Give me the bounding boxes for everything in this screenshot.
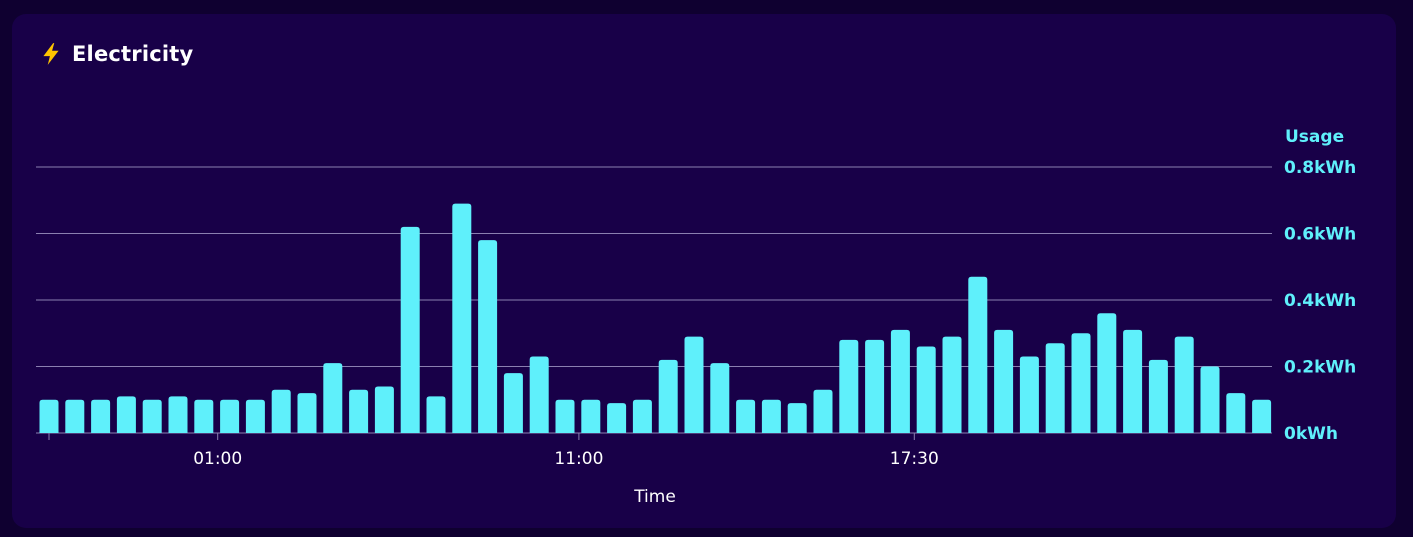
usage-bar[interactable] [323, 363, 343, 433]
usage-bar[interactable] [658, 359, 678, 433]
electricity-card: Electricity [12, 14, 1396, 528]
y-tick-label: 0.8kWh [1284, 158, 1356, 178]
y-tick-label: 0.4kWh [1284, 291, 1356, 311]
usage-bar[interactable] [452, 203, 472, 433]
usage-bar[interactable] [1252, 399, 1272, 433]
usage-bar[interactable] [1200, 366, 1220, 434]
usage-bar[interactable] [349, 389, 369, 433]
grid-lines [36, 166, 1272, 434]
usage-bar[interactable] [168, 396, 188, 433]
usage-bar[interactable] [555, 399, 575, 433]
x-tick-label: 17:30 [890, 449, 939, 469]
usage-bar[interactable] [478, 240, 498, 433]
usage-bar[interactable] [994, 329, 1014, 433]
usage-bar[interactable] [297, 393, 317, 433]
usage-bar[interactable] [942, 336, 962, 433]
usage-bar[interactable] [39, 399, 59, 433]
usage-bar[interactable] [1174, 336, 1194, 433]
usage-bar[interactable] [426, 396, 446, 433]
usage-bar[interactable] [1071, 333, 1091, 433]
usage-bar[interactable] [503, 373, 523, 433]
x-tick-label: 11:00 [554, 449, 603, 469]
usage-bar[interactable] [1097, 313, 1117, 433]
usage-bar[interactable] [736, 399, 756, 433]
usage-bar[interactable] [374, 386, 394, 433]
usage-bar[interactable] [1123, 329, 1143, 433]
usage-bar[interactable] [607, 403, 627, 433]
usage-bar[interactable] [761, 399, 781, 433]
usage-bar[interactable] [916, 346, 936, 433]
usage-bar[interactable] [220, 399, 240, 433]
usage-bar[interactable] [632, 399, 652, 433]
x-tick-label: 01:00 [193, 449, 242, 469]
usage-bar[interactable] [65, 399, 85, 433]
x-axis: 01:00 11:00 17:30 [48, 433, 939, 469]
usage-bar[interactable] [400, 226, 420, 433]
usage-bar[interactable] [865, 339, 885, 433]
usage-bar[interactable] [529, 356, 549, 433]
usage-bar[interactable] [968, 276, 988, 433]
usage-bar[interactable] [91, 399, 111, 433]
usage-bar[interactable] [1045, 343, 1065, 433]
usage-bar[interactable] [787, 403, 807, 433]
usage-bar[interactable] [684, 336, 704, 433]
usage-bar[interactable] [1226, 393, 1246, 433]
y-tick-label: 0.2kWh [1284, 358, 1356, 378]
y-axis: 0kWh 0.2kWh 0.4kWh 0.6kWh 0.8kWh [1284, 158, 1356, 444]
usage-bar[interactable] [813, 389, 833, 433]
card-title: Electricity [72, 42, 194, 66]
usage-bar[interactable] [1019, 356, 1039, 433]
usage-bar[interactable] [890, 329, 910, 433]
usage-bar[interactable] [194, 399, 214, 433]
usage-bar[interactable] [142, 399, 162, 433]
usage-bar[interactable] [1148, 359, 1168, 433]
usage-bar[interactable] [116, 396, 136, 433]
usage-bar[interactable] [245, 399, 265, 433]
bars [39, 203, 1272, 434]
usage-bar[interactable] [581, 399, 601, 433]
y-tick-label: 0kWh [1284, 424, 1338, 444]
y-tick-label: 0.6kWh [1284, 225, 1356, 245]
usage-bar[interactable] [271, 389, 291, 433]
lightning-bolt-icon [43, 43, 59, 65]
card-header: Electricity [38, 41, 193, 67]
usage-bar[interactable] [710, 363, 730, 433]
usage-bar[interactable] [839, 339, 859, 433]
y-axis-title: Usage [1285, 127, 1344, 147]
x-axis-title: Time [633, 487, 676, 507]
